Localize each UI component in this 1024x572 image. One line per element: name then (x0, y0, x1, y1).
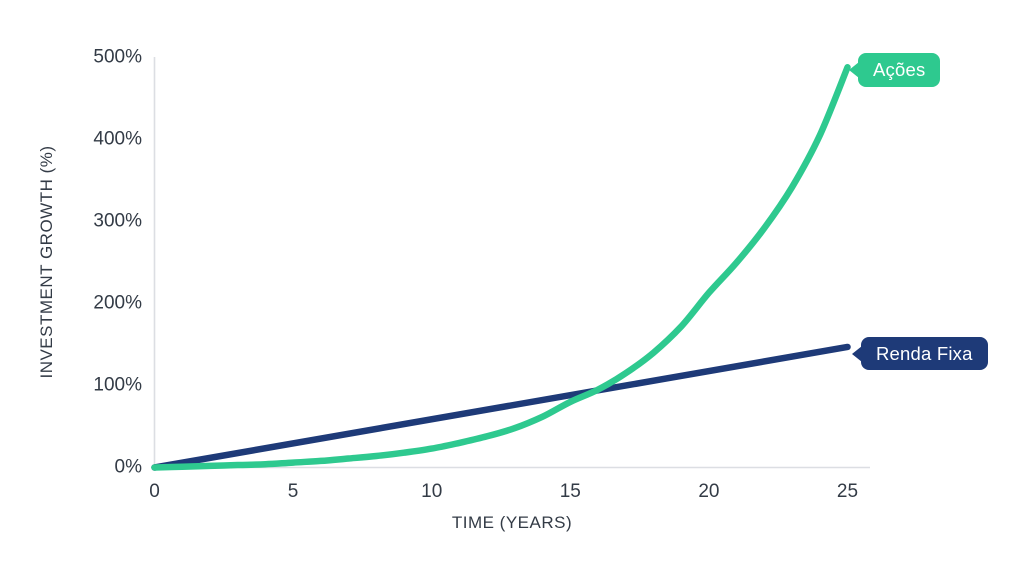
y-tick-label: 400% (93, 129, 142, 150)
label-arrow-left-icon (852, 345, 862, 362)
x-tick-label: 15 (560, 481, 581, 502)
series-label-renda-fixa-text: Renda Fixa (876, 342, 973, 364)
x-axis-title: TIME (YEARS) (452, 513, 572, 532)
y-tick-label: 0% (115, 457, 143, 478)
series-line-renda-fixa (151, 343, 851, 471)
series-line-ações (151, 64, 851, 471)
series-label-acoes-text: Ações (873, 59, 926, 80)
series-label-renda-fixa: Renda Fixa (852, 337, 988, 370)
y-tick-label: 500% (93, 47, 142, 68)
x-axis-tick-labels: 0 5 10 15 20 25 (149, 481, 858, 502)
x-tick-label: 5 (288, 481, 299, 502)
y-tick-label: 100% (93, 375, 142, 396)
x-tick-label: 20 (698, 481, 719, 502)
series-lines (151, 64, 851, 471)
y-tick-label: 300% (93, 211, 142, 232)
series-label-acoes: Ações (849, 53, 941, 87)
y-axis-title: INVESTMENT GROWTH (%) (37, 145, 56, 378)
label-arrow-left-icon (849, 62, 859, 78)
x-tick-label: 0 (149, 481, 160, 502)
y-axis-tick-labels: 0% 100% 200% 300% 400% 500% (93, 47, 142, 478)
x-tick-label: 10 (421, 481, 442, 502)
y-tick-label: 200% (93, 293, 142, 314)
x-tick-label: 25 (837, 481, 858, 502)
